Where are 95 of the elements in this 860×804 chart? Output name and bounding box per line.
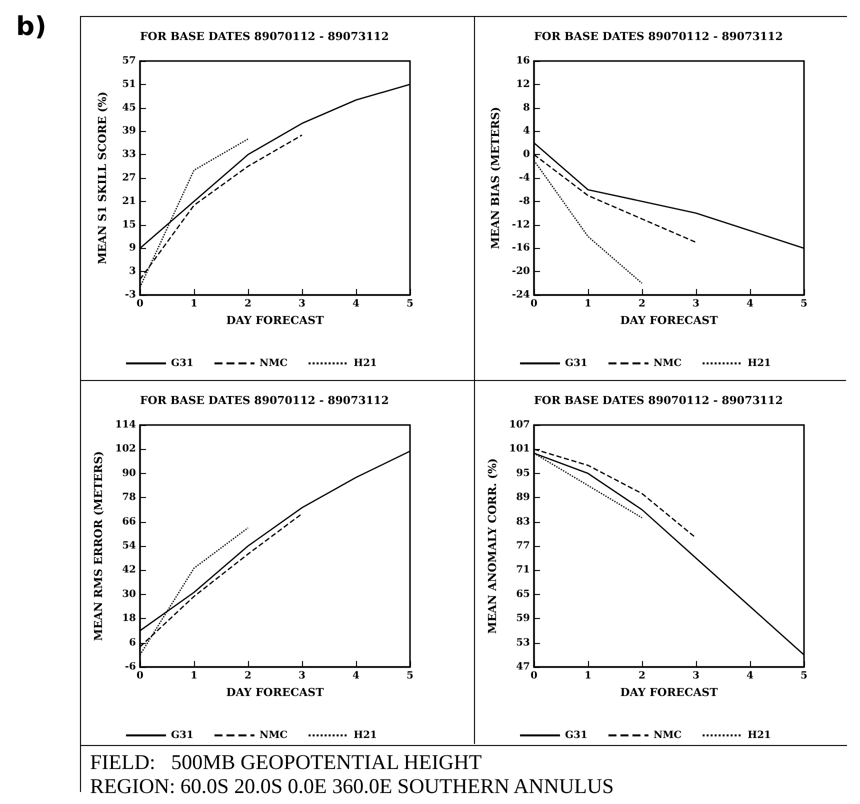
x-tick-label: 3 — [298, 670, 306, 682]
y-tick-label: 101 — [509, 444, 530, 455]
legend-label: H21 — [748, 358, 771, 369]
y-axis-title: MEAN S1 SKILL SCORE (%) — [96, 92, 109, 264]
y-tick-label: 6 — [129, 637, 136, 648]
x-axis-title: DAY FORECAST — [226, 314, 325, 327]
y-tick-label: 27 — [122, 172, 136, 184]
chart-title: FOR BASE DATES 89070112 - 89073112 — [534, 30, 783, 43]
y-tick-label: -8 — [518, 196, 530, 207]
y-tick-label: 42 — [122, 564, 136, 576]
text: FIELD: 500MB GEOPOTENTIAL HEIGHT — [90, 750, 483, 774]
y-axis-title: MEAN ANOMALY CORR. (%) — [486, 458, 500, 634]
y-tick-label: 53 — [516, 637, 530, 648]
x-tick-label: 4 — [746, 670, 754, 682]
y-tick-label: 66 — [122, 516, 136, 528]
y-tick-label: 0 — [523, 149, 530, 160]
y-tick-label: 30 — [122, 588, 136, 600]
x-tick-label: 0 — [136, 298, 144, 310]
y-axis-title: MEAN RMS ERROR (METERS) — [92, 451, 106, 641]
y-tick-label: 78 — [122, 492, 136, 504]
legend-label: H21 — [748, 730, 771, 741]
y-tick-label: 95 — [516, 468, 530, 479]
legend-label: G31 — [171, 730, 194, 741]
y-tick-label: 51 — [122, 78, 136, 90]
y-tick-label: -4 — [518, 172, 530, 184]
x-tick-label: 0 — [530, 298, 538, 310]
y-tick-label: -20 — [512, 266, 530, 278]
x-axis-title: DAY FORECAST — [620, 314, 719, 327]
text: REGION: 60.0S 20.0S 0.0E 360.0E SOUTHERN ANNULUS — [90, 774, 614, 796]
y-tick-label: 12 — [516, 78, 530, 90]
x-tick-label: 2 — [244, 298, 252, 310]
y-tick-label: -16 — [512, 242, 530, 254]
y-tick-label: 3 — [129, 266, 136, 278]
y-tick-label: 114 — [115, 420, 136, 430]
x-tick-label: 5 — [800, 670, 808, 682]
legend-label: G31 — [565, 358, 588, 369]
x-tick-label: 1 — [190, 670, 198, 682]
y-tick-label: 16 — [516, 56, 530, 66]
legend-label: H21 — [354, 730, 377, 741]
y-tick-label: 9 — [129, 242, 136, 254]
legend-label: NMC — [653, 358, 682, 369]
y-tick-label: 21 — [122, 196, 136, 207]
x-tick-label: 5 — [406, 670, 414, 682]
y-tick-label: 107 — [509, 420, 530, 430]
y-tick-label: -24 — [512, 290, 530, 300]
x-axis-title: DAY FORECAST — [620, 686, 719, 699]
y-axis-title: MEAN BIAS (METERS) — [489, 106, 502, 250]
x-tick-label: 3 — [298, 298, 306, 310]
x-tick-label: 3 — [692, 298, 700, 310]
legend-label: H21 — [354, 358, 377, 369]
y-tick-label: 57 — [122, 56, 136, 66]
x-tick-label: 1 — [584, 298, 592, 310]
y-tick-label: 90 — [122, 468, 136, 479]
x-axis-title: DAY FORECAST — [226, 686, 325, 699]
y-tick-label: 83 — [516, 516, 530, 528]
y-tick-label: 71 — [516, 564, 530, 576]
x-tick-label: 3 — [692, 670, 700, 682]
x-tick-label: 1 — [584, 670, 592, 682]
x-tick-label: 2 — [244, 670, 252, 682]
x-tick-label: 2 — [638, 298, 646, 310]
y-tick-label: 45 — [122, 102, 136, 114]
y-tick-label: 89 — [516, 492, 530, 504]
y-tick-label: 65 — [516, 588, 530, 600]
legend-label: NMC — [653, 730, 682, 741]
y-tick-label: -3 — [124, 290, 136, 300]
y-tick-label: 4 — [523, 126, 530, 137]
x-tick-label: 2 — [638, 670, 646, 682]
x-tick-label: 4 — [352, 670, 360, 682]
y-tick-label: 47 — [516, 662, 530, 672]
y-tick-label: 15 — [122, 219, 136, 230]
y-tick-label: 102 — [115, 444, 136, 455]
y-tick-label: 8 — [523, 102, 530, 114]
x-tick-label: 0 — [530, 670, 538, 682]
x-tick-label: 4 — [746, 298, 754, 310]
x-tick-label: 5 — [406, 298, 414, 310]
y-tick-label: -6 — [124, 662, 136, 672]
y-tick-label: 39 — [122, 126, 136, 137]
x-tick-label: 5 — [800, 298, 808, 310]
y-tick-label: -12 — [512, 219, 530, 230]
y-tick-label: 59 — [516, 613, 530, 624]
y-tick-label: 77 — [516, 540, 530, 552]
chart-title: FOR BASE DATES 89070112 - 89073112 — [140, 30, 389, 43]
legend-label: NMC — [259, 730, 288, 741]
y-tick-label: 54 — [122, 540, 136, 552]
x-tick-label: 0 — [136, 670, 144, 682]
x-tick-label: 4 — [352, 298, 360, 310]
y-tick-label: 33 — [122, 149, 136, 160]
legend-label: G31 — [565, 730, 588, 741]
y-tick-label: 18 — [122, 613, 136, 624]
x-tick-label: 1 — [190, 298, 198, 310]
chart-title: FOR BASE DATES 89070112 - 89073112 — [140, 394, 389, 407]
legend-label: G31 — [171, 358, 194, 369]
text: b) — [16, 12, 46, 42]
chart-title: FOR BASE DATES 89070112 - 89073112 — [534, 394, 783, 407]
legend-label: NMC — [259, 358, 288, 369]
